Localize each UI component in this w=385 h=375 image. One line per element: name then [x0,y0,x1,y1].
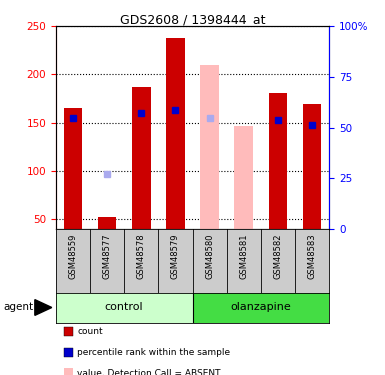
Bar [303,104,321,229]
Bar [234,126,253,229]
Polygon shape [35,300,52,315]
Bar [192,292,329,322]
Text: count: count [77,327,103,336]
Text: percentile rank within the sample: percentile rank within the sample [77,348,230,357]
Text: GSM48581: GSM48581 [239,234,248,279]
Text: GDS2608 / 1398444_at: GDS2608 / 1398444_at [120,13,265,26]
Bar [166,38,185,229]
Bar [98,217,117,229]
Bar [268,93,287,229]
Text: GSM48580: GSM48580 [205,234,214,279]
Text: agent: agent [4,303,34,312]
Text: GSM48559: GSM48559 [69,234,77,279]
Bar [200,65,219,229]
Bar [56,292,192,322]
Text: GSM48577: GSM48577 [102,234,112,279]
Text: GSM48578: GSM48578 [137,234,146,279]
Text: control: control [105,303,144,312]
Text: GSM48583: GSM48583 [308,234,316,279]
Bar [132,87,151,229]
Text: value, Detection Call = ABSENT: value, Detection Call = ABSENT [77,369,221,375]
Text: GSM48582: GSM48582 [273,234,283,279]
Bar [64,108,82,229]
Text: olanzapine: olanzapine [231,303,291,312]
Text: GSM48579: GSM48579 [171,234,180,279]
